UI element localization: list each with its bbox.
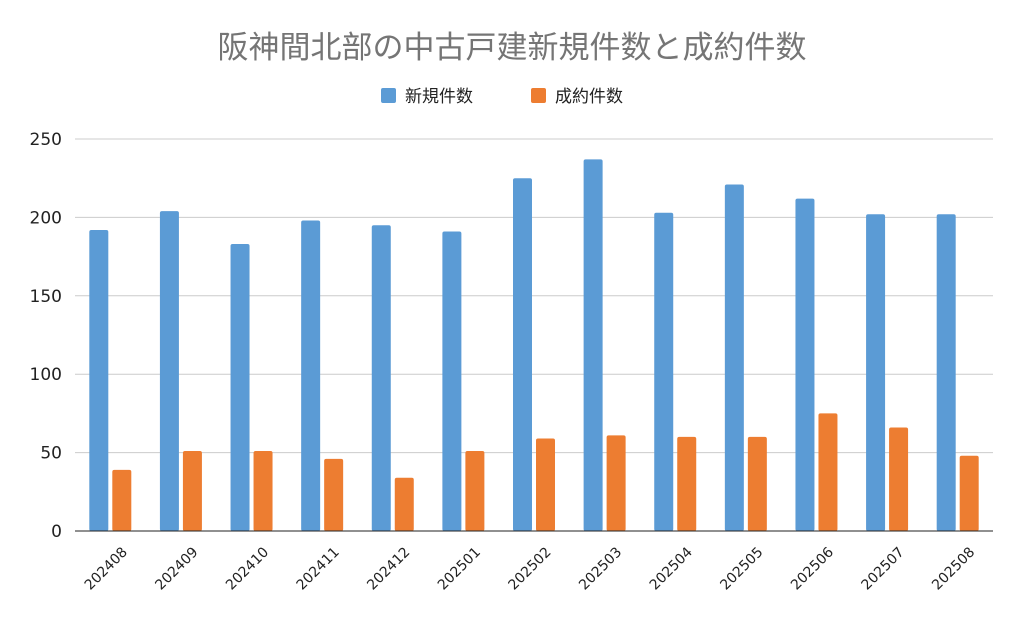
y-tick-label: 100 — [30, 365, 62, 385]
y-tick-label: 0 — [51, 522, 62, 542]
x-tick-label: 202503 — [576, 544, 625, 593]
bar-new-listings-202410 — [230, 244, 250, 531]
x-tick-label: 202504 — [647, 544, 696, 593]
x-tick-label: 202409 — [152, 544, 201, 593]
x-tick-label: 202501 — [435, 544, 484, 593]
bar-closed-deals-202504 — [677, 436, 697, 531]
legend: 新規件数 成約件数 — [381, 87, 623, 107]
x-axis: 202408 202409 202410 202411 202412 202501 2025… — [82, 544, 978, 593]
bar-new-listings-202411 — [301, 220, 321, 531]
bar-closed-deals-202505 — [747, 436, 767, 531]
bar-closed-deals-202506 — [818, 413, 838, 531]
x-tick-label: 202411 — [294, 544, 343, 593]
x-tick-label: 202408 — [82, 544, 131, 593]
bar-new-listings-202508 — [936, 214, 956, 532]
bar-closed-deals-202507 — [889, 427, 909, 531]
legend-label-closed-deals: 成約件数 — [555, 87, 623, 107]
bar-new-listings-202503 — [583, 159, 603, 531]
legend-swatch-new-listings — [381, 88, 396, 103]
legend-swatch-closed-deals — [531, 88, 546, 103]
x-tick-label: 202507 — [859, 544, 908, 593]
bar-closed-deals-202412 — [394, 477, 414, 531]
bar-new-listings-202409 — [159, 211, 179, 532]
bar-new-listings-202408 — [89, 229, 109, 531]
chart-title: 阪神間北部の中古戸建新規件数と成約件数 — [218, 30, 807, 66]
x-tick-label: 202502 — [506, 544, 555, 593]
bar-new-listings-202412 — [371, 225, 391, 532]
y-axis: 0 50 100 150 200 250 — [30, 130, 62, 542]
bar-closed-deals-202508 — [959, 455, 979, 531]
x-tick-label: 202508 — [929, 544, 978, 593]
x-tick-label: 202410 — [223, 544, 272, 593]
bar-closed-deals-202503 — [606, 435, 626, 531]
y-tick-label: 250 — [30, 130, 62, 150]
bar-closed-deals-202409 — [182, 451, 202, 531]
bars — [89, 159, 979, 532]
x-tick-label: 202505 — [717, 544, 766, 593]
x-tick-label: 202412 — [364, 544, 413, 593]
y-tick-label: 150 — [30, 287, 62, 307]
bar-closed-deals-202411 — [324, 458, 344, 531]
bar-new-listings-202507 — [866, 214, 886, 532]
y-tick-label: 200 — [30, 208, 62, 228]
bar-new-listings-202506 — [795, 198, 815, 532]
bar-new-listings-202502 — [513, 178, 532, 531]
legend-label-new-listings: 新規件数 — [405, 87, 473, 107]
bar-new-listings-202504 — [654, 212, 674, 532]
gridlines — [75, 138, 993, 454]
bar-new-listings-202505 — [724, 184, 744, 532]
bar-closed-deals-202501 — [465, 451, 485, 531]
bar-closed-deals-202502 — [536, 438, 555, 531]
y-tick-label: 50 — [40, 444, 62, 464]
bar-new-listings-202501 — [442, 231, 462, 531]
bar-closed-deals-202410 — [253, 451, 273, 531]
x-tick-label: 202506 — [788, 544, 837, 593]
bar-closed-deals-202408 — [112, 469, 132, 531]
